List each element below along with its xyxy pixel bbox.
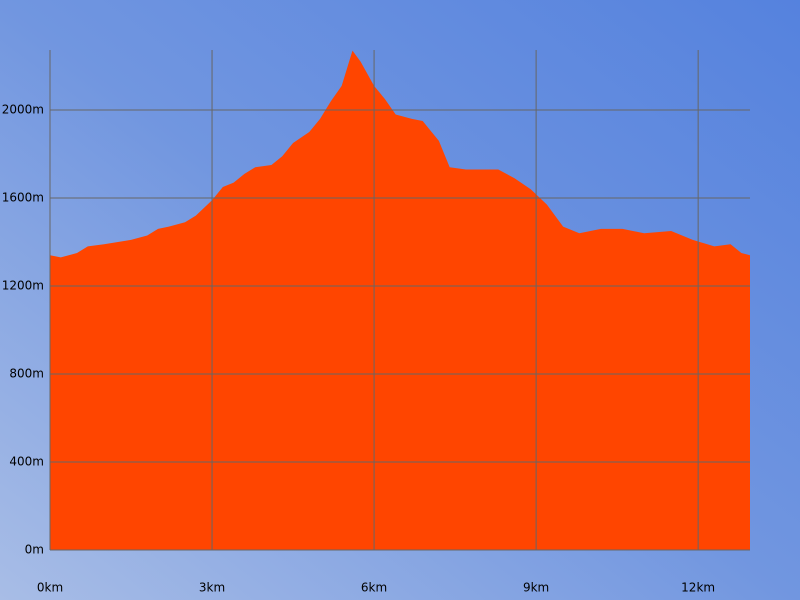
elevation-area [50, 50, 750, 551]
y-tick-label: 1200m [2, 279, 44, 293]
x-tick-label: 12km [681, 581, 715, 595]
y-tick-label: 400m [9, 455, 44, 469]
y-tick-label: 0m [25, 543, 44, 557]
x-tick-label: 3km [199, 581, 225, 595]
y-tick-label: 2000m [2, 103, 44, 117]
x-tick-label: 9km [523, 581, 549, 595]
y-tick-label: 1600m [2, 191, 44, 205]
x-tick-label: 0km [37, 581, 63, 595]
y-tick-label: 800m [9, 367, 44, 381]
x-tick-label: 6km [361, 581, 387, 595]
